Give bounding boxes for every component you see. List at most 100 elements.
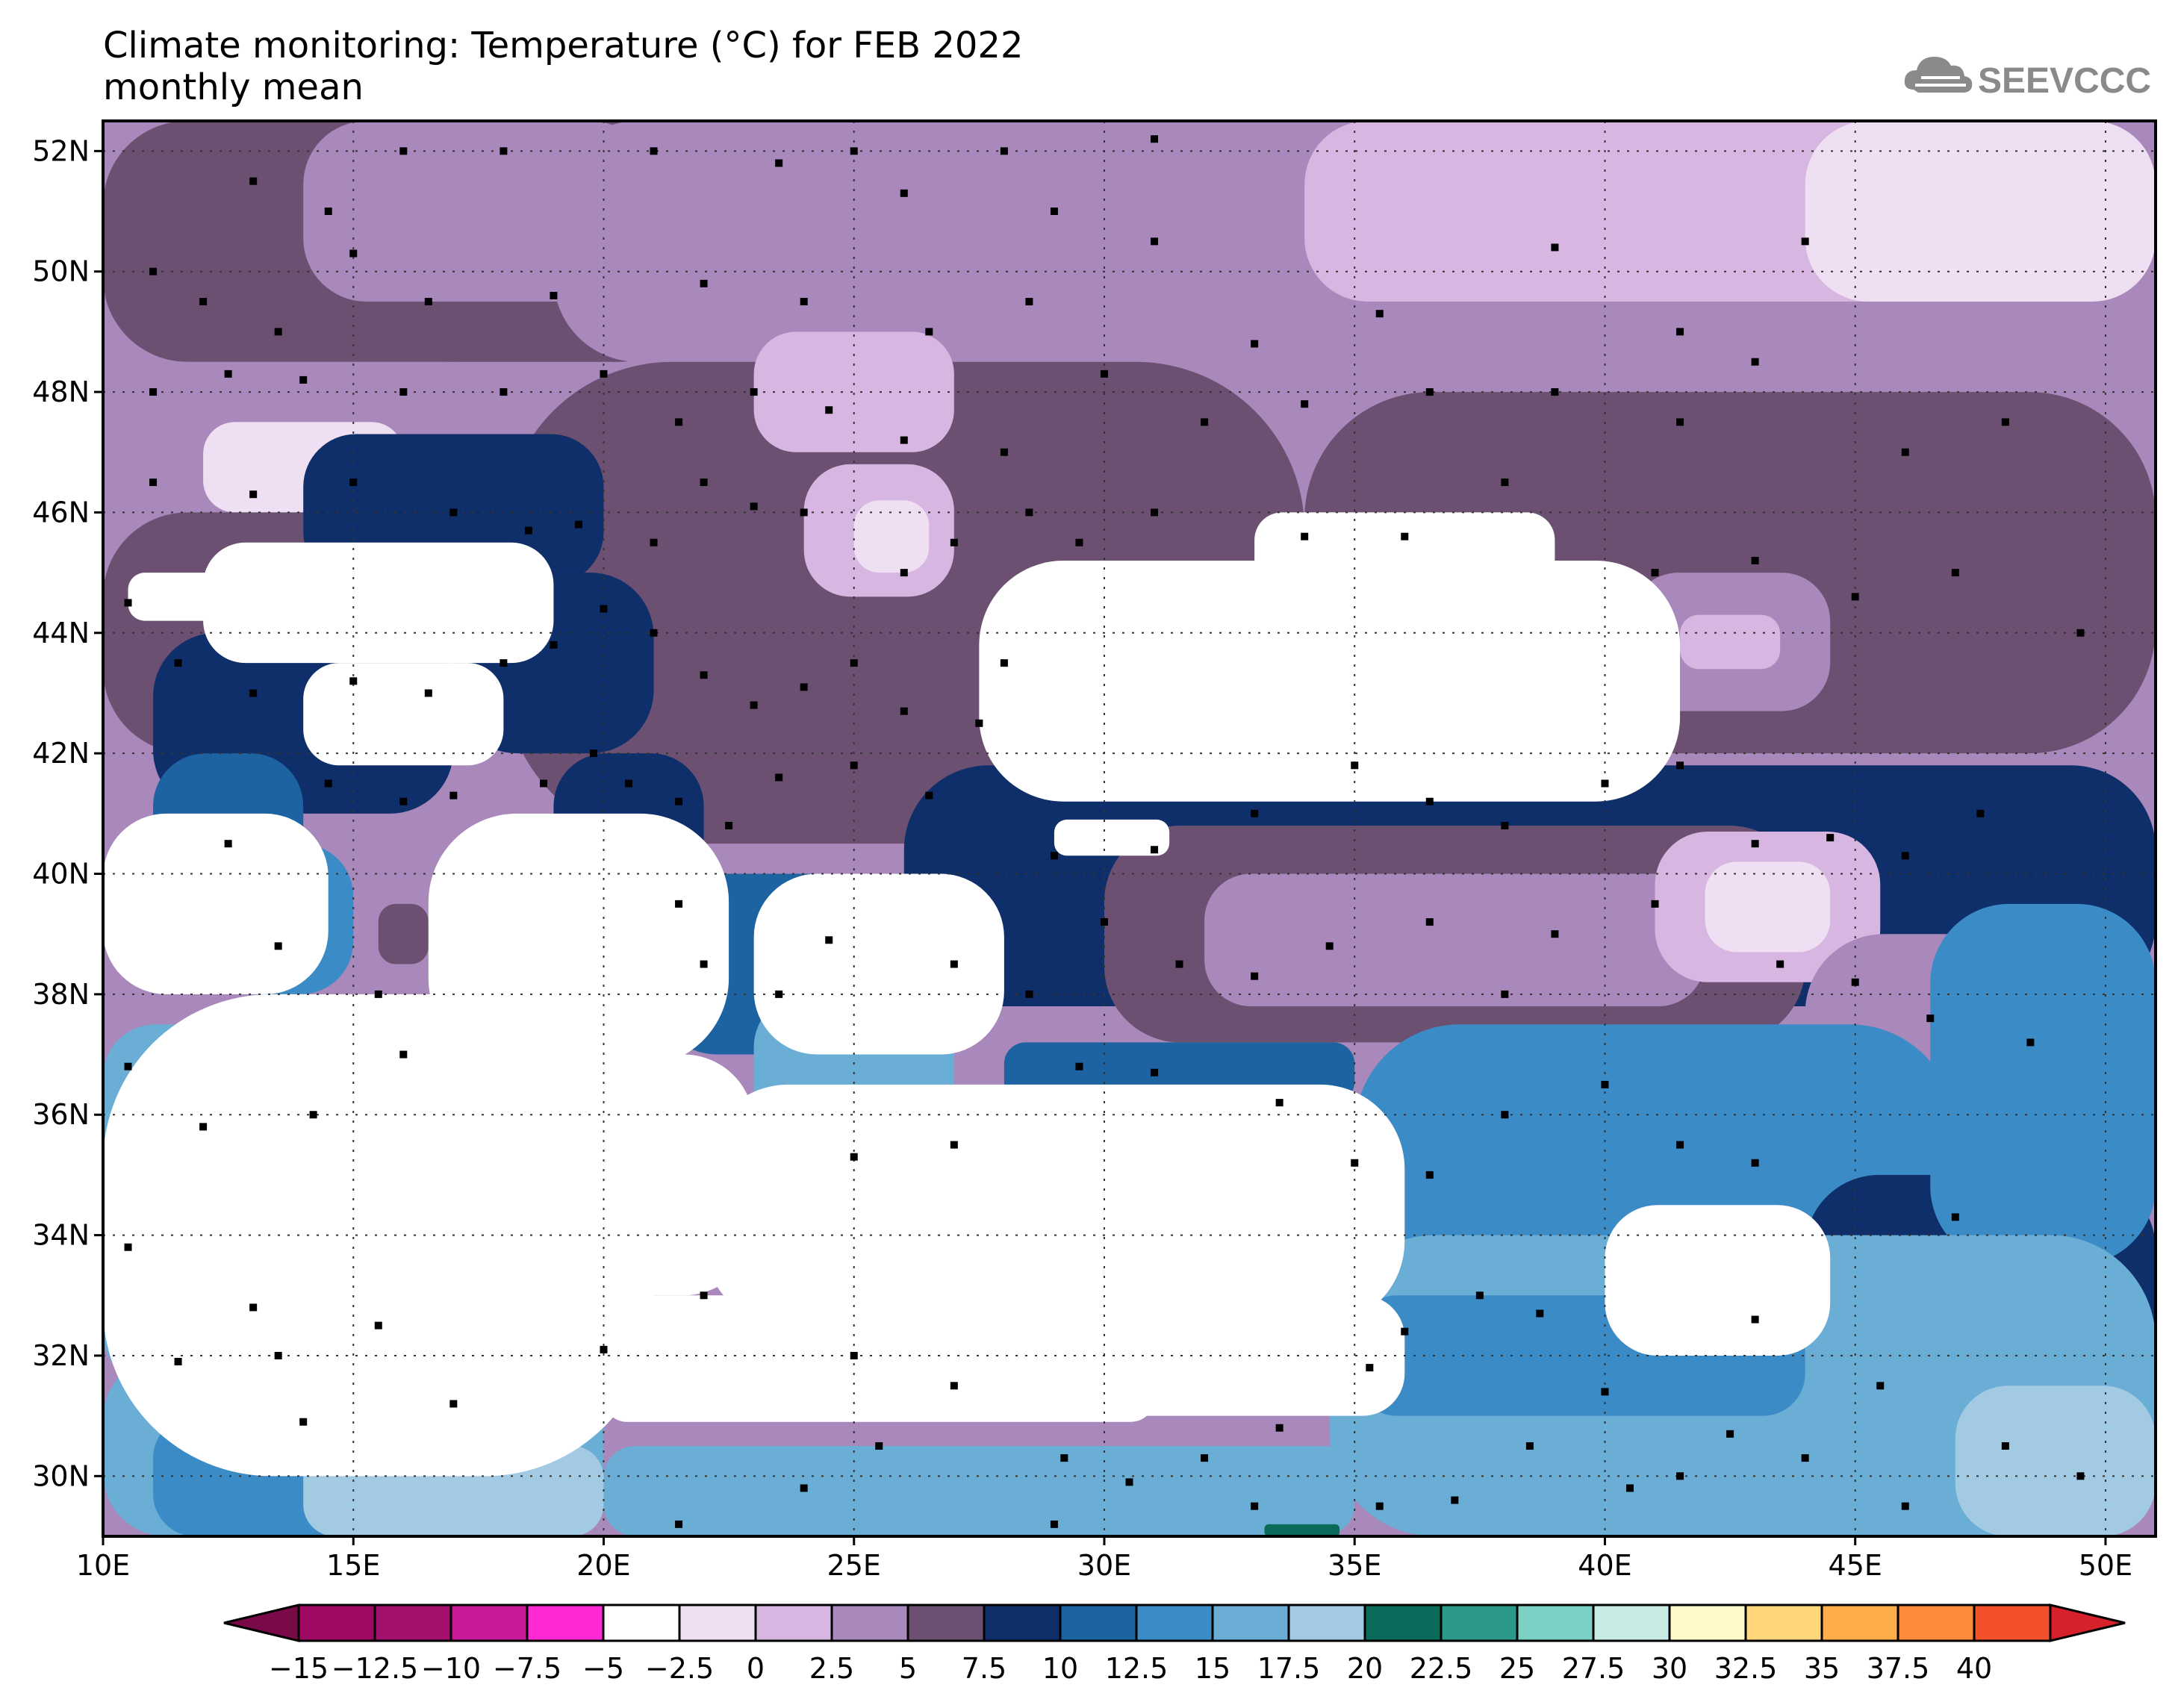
station-marker	[1151, 237, 1159, 246]
lon-label: 10E	[76, 1549, 130, 1582]
station-marker	[309, 1111, 317, 1119]
colorbar-label: 12.5	[1105, 1652, 1169, 1685]
station-marker	[324, 779, 332, 788]
cloud-icon	[1904, 57, 1973, 93]
station-marker	[850, 659, 858, 667]
station-marker	[1901, 448, 1909, 456]
chart-title: Climate monitoring: Temperature (°C) for…	[103, 25, 1024, 66]
colorbar-label: −15	[269, 1652, 329, 1685]
station-marker	[1375, 1502, 1384, 1510]
station-marker	[1751, 358, 1759, 366]
colorbar-label: 0	[747, 1652, 765, 1685]
station-marker	[775, 990, 783, 998]
station-marker	[174, 659, 182, 667]
station-marker	[249, 177, 258, 185]
station-marker	[1726, 1430, 1734, 1438]
station-marker	[650, 629, 658, 637]
station-marker	[1000, 147, 1008, 155]
station-marker	[1651, 569, 1659, 577]
colorbar-segment	[906, 1603, 986, 1642]
station-marker	[675, 900, 683, 908]
lon-label: 30E	[1077, 1549, 1131, 1582]
colorbar-segment	[1440, 1603, 1519, 1642]
colorbar-segment	[1211, 1603, 1290, 1642]
station-marker	[374, 990, 382, 998]
station-marker	[800, 683, 808, 691]
colorbar-segment	[1668, 1603, 1747, 1642]
station-marker	[540, 779, 548, 788]
station-marker	[124, 599, 132, 607]
station-marker	[1401, 532, 1409, 540]
station-marker	[850, 761, 858, 770]
station-marker	[1425, 918, 1434, 926]
station-marker	[675, 1520, 683, 1528]
colorbar-label: 30	[1652, 1652, 1687, 1685]
station-marker	[1375, 310, 1384, 318]
station-marker	[725, 821, 733, 829]
lat-label: 52N	[32, 134, 90, 167]
station-marker	[1751, 1315, 1759, 1324]
colorbar-label: 17.5	[1257, 1652, 1321, 1685]
station-marker	[1251, 972, 1259, 980]
colorbar-segment	[297, 1603, 376, 1642]
station-marker	[349, 479, 358, 487]
lat-label: 40N	[32, 858, 90, 891]
station-marker	[1536, 1309, 1544, 1318]
station-marker	[1926, 1014, 1935, 1023]
station-marker	[1876, 1382, 1885, 1390]
station-marker	[449, 508, 458, 517]
sea-area	[979, 560, 1681, 802]
station-marker	[1100, 370, 1108, 378]
station-marker	[399, 1050, 408, 1059]
lon-label: 15E	[326, 1549, 380, 1582]
station-marker	[174, 1358, 182, 1366]
station-marker	[1951, 569, 1959, 577]
station-marker	[1501, 990, 1509, 998]
colorbar-label: 35	[1804, 1652, 1840, 1685]
station-marker	[1676, 761, 1684, 770]
station-marker	[1251, 1502, 1259, 1510]
colorbar-label: 7.5	[962, 1652, 1006, 1685]
colorbar-segment	[1363, 1603, 1443, 1642]
colorbar-label: 37.5	[1867, 1652, 1930, 1685]
lat-label: 38N	[32, 978, 90, 1011]
station-marker	[1251, 809, 1259, 817]
temperature-region	[653, 632, 1004, 814]
station-marker	[1050, 852, 1058, 860]
station-marker	[199, 298, 208, 306]
station-marker	[399, 147, 408, 155]
station-marker	[1501, 479, 1509, 487]
station-marker	[1451, 1496, 1459, 1504]
station-marker	[900, 707, 908, 715]
colorbar-label: 2.5	[809, 1652, 854, 1685]
station-marker	[900, 569, 908, 577]
colorbar-label: 22.5	[1410, 1652, 1473, 1685]
station-marker	[1751, 556, 1759, 564]
colorbar-segment	[1287, 1603, 1366, 1642]
lon-label: 50E	[2079, 1549, 2132, 1582]
station-marker	[1075, 538, 1083, 546]
station-marker	[1676, 1141, 1684, 1149]
station-marker	[449, 791, 458, 800]
station-marker	[124, 1062, 132, 1070]
station-marker	[1601, 1388, 1609, 1396]
station-marker	[1151, 135, 1159, 143]
temperature-region	[753, 331, 954, 452]
station-marker	[1175, 960, 1183, 968]
station-marker	[500, 388, 508, 396]
logo-text: SEEVCCC	[1978, 61, 2151, 101]
station-marker	[149, 479, 158, 487]
station-marker	[950, 1141, 958, 1149]
colorbar-segment	[1744, 1603, 1823, 1642]
temperature-region	[1805, 121, 2156, 302]
station-marker	[1501, 821, 1509, 829]
station-marker	[1201, 418, 1209, 426]
sea-area	[1054, 819, 1170, 856]
station-marker	[1325, 942, 1334, 950]
temperature-region	[1605, 1205, 1831, 1356]
colorbar-segment	[1059, 1603, 1138, 1642]
station-marker	[775, 773, 783, 782]
colorbar-label: 10	[1042, 1652, 1078, 1685]
station-marker	[850, 1351, 858, 1359]
colorbar-label: 20	[1347, 1652, 1383, 1685]
